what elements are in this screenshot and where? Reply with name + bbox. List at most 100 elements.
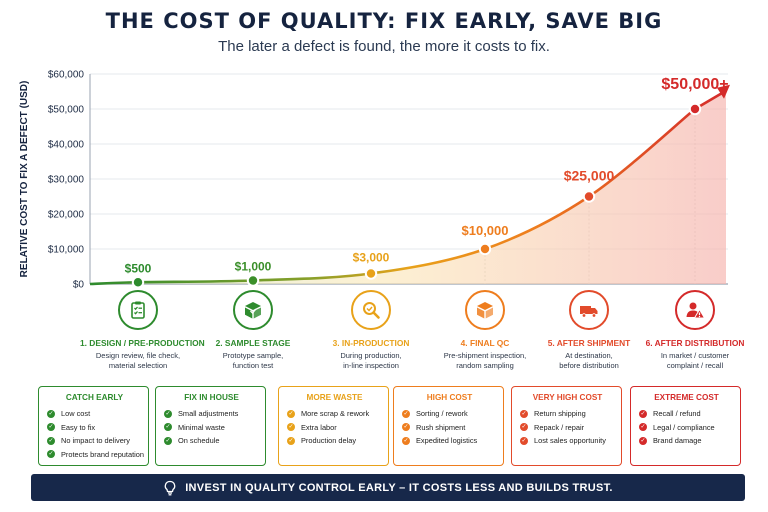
card-item-text: Rush shipment (416, 422, 466, 432)
stage-3: 3. IN-PRODUCTION During production, in-lin… (313, 290, 429, 371)
card-item-text: Production delay (301, 436, 357, 446)
data-label: $500 (125, 261, 152, 275)
stage-title: 4. FINAL QC (460, 338, 510, 348)
data-point (364, 267, 378, 280)
card-list-item: ✓ More scrap & rework (287, 407, 382, 421)
cost-line (89, 89, 727, 286)
stage-description-line: in-line inspection (343, 361, 399, 370)
card-title: MORE WASTE (306, 393, 363, 402)
card-list-item: ✓ Expedited logistics (402, 434, 497, 448)
card-list-item: ✓ Production delay (287, 434, 382, 448)
card-list-item: ✓ Recall / refund (639, 407, 734, 421)
card-item-text: More scrap & rework (301, 409, 370, 419)
summary-card: MORE WASTE ✓ More scrap & rework ✓ Extra lab… (278, 386, 389, 466)
stage-title: 6. AFTER DISTRIBUTION (645, 338, 745, 348)
card-item-text: Brand damage (653, 436, 702, 446)
data-label: $3,000 (353, 251, 390, 265)
stage-description-line: material selection (108, 361, 168, 370)
data-point (131, 276, 145, 289)
card-item-text: Expedited logistics (416, 436, 478, 446)
check-icon: ✓ (287, 423, 295, 432)
stage-description-line: Pre-shipment inspection, (443, 351, 527, 360)
card-list-item: ✓ Low cost (47, 407, 142, 421)
stage-2: 2. SAMPLE STAGE Prototype sample, function… (195, 290, 311, 371)
check-icon: ✓ (639, 423, 647, 432)
card-item-text: No impact to delivery (61, 436, 131, 446)
stage-title: 3. IN-PRODUCTION (332, 338, 410, 348)
check-icon: ✓ (47, 423, 55, 432)
y-tick-label: $30,000 (48, 175, 85, 186)
stage-description-line: Design review, file check, (95, 351, 181, 360)
stage-description-line: function test (232, 361, 274, 370)
card-list-item: ✓ No impact to delivery (47, 434, 142, 448)
check-icon: ✓ (47, 409, 55, 418)
y-tick-label: $20,000 (48, 210, 85, 221)
data-point (582, 190, 596, 203)
stage-description: Prototype sample, function test (195, 351, 311, 371)
check-icon: ✓ (402, 409, 410, 418)
card-item-text: Repack / repair (534, 422, 585, 432)
card-item-text: Small adjustments (178, 409, 239, 419)
card-item-text: Recall / refund (653, 409, 701, 419)
card-list-item: ✓ Minimal waste (164, 421, 259, 435)
data-point (478, 242, 492, 256)
stage-description: During production, in-line inspection (313, 351, 429, 371)
card-item-text: Lost sales opportunity (534, 436, 606, 446)
stage-6: 6. AFTER DISTRIBUTION In market / custome… (637, 290, 753, 371)
card-item-text: Minimal waste (178, 422, 225, 432)
page-subtitle: The later a defect is found, the more it… (218, 38, 550, 55)
card-item-text: Easy to fix (61, 422, 96, 432)
y-tick-label: $50,000 (48, 105, 85, 116)
stage-description: Design review, file check, material selec… (80, 351, 196, 371)
card-item-text: Legal / compliance (653, 422, 715, 432)
card-list-item: ✓ Repack / repair (520, 421, 615, 435)
lightbulb-icon (163, 480, 177, 496)
check-icon: ✓ (47, 436, 55, 445)
summary-card: FIX IN HOUSE ✓ Small adjustments ✓ Minimal w… (155, 386, 266, 466)
card-list-item: ✓ Easy to fix (47, 421, 142, 435)
y-tick-label: $60,000 (48, 70, 85, 81)
check-icon: ✓ (402, 423, 410, 432)
box-icon (465, 290, 505, 330)
card-item-text: Sorting / rework (416, 409, 468, 419)
check-icon: ✓ (402, 436, 410, 445)
card-list-item: ✓ Return shipping (520, 407, 615, 421)
y-tick-label: $0 (73, 280, 85, 291)
card-title: VERY HIGH COST (532, 393, 603, 402)
summary-card: HIGH COST ✓ Sorting / rework ✓ Rush shipment… (393, 386, 504, 466)
card-item-text: On schedule (178, 436, 220, 446)
card-item-text: Protects brand reputation (61, 449, 144, 459)
y-tick-label: $40,000 (48, 140, 85, 151)
card-list-item: ✓ Extra labor (287, 421, 382, 435)
y-tick-label: $10,000 (48, 245, 85, 256)
y-axis-label: RELATIVE COST TO FIX A DEFECT (USD) (19, 81, 30, 278)
page-title: THE COST OF QUALITY: FIX EARLY, SAVE BIG (105, 9, 663, 33)
check-icon: ✓ (164, 436, 172, 445)
summary-card: EXTREME COST ✓ Recall / refund ✓ Legal / com… (630, 386, 741, 466)
stage-description-line: During production, (340, 351, 402, 360)
call-to-action-banner: INVEST IN QUALITY CONTROL EARLY – IT COS… (31, 474, 745, 501)
check-icon: ✓ (520, 423, 528, 432)
card-list-item: ✓ On schedule (164, 434, 259, 448)
card-item-text: Extra labor (301, 422, 337, 432)
stage-description: At destination, before distribution (531, 351, 647, 371)
card-list-item: ✓ Rush shipment (402, 421, 497, 435)
summary-card: CATCH EARLY ✓ Low cost ✓ Easy to fix ✓ No impa… (38, 386, 149, 466)
check-icon: ✓ (164, 409, 172, 418)
card-item-text: Low cost (61, 409, 91, 419)
card-list-item: ✓ Small adjustments (164, 407, 259, 421)
magnifier-icon (351, 290, 391, 330)
stage-description-line: Prototype sample, (222, 351, 284, 360)
data-point (246, 274, 260, 287)
card-list-item: ✓ Legal / compliance (639, 421, 734, 435)
stage-title: 1. DESIGN / PRE-PRODUCTION (80, 338, 205, 348)
summary-card: VERY HIGH COST ✓ Return shipping ✓ Repack / … (511, 386, 622, 466)
check-icon: ✓ (164, 423, 172, 432)
check-icon: ✓ (287, 409, 295, 418)
card-item-text: Return shipping (534, 409, 586, 419)
card-title: HIGH COST (426, 393, 473, 402)
card-list-item: ✓ Protects brand reputation (47, 448, 144, 462)
check-icon: ✓ (520, 436, 528, 445)
card-list-item: ✓ Lost sales opportunity (520, 434, 615, 448)
clipboard-check-icon (118, 290, 158, 330)
